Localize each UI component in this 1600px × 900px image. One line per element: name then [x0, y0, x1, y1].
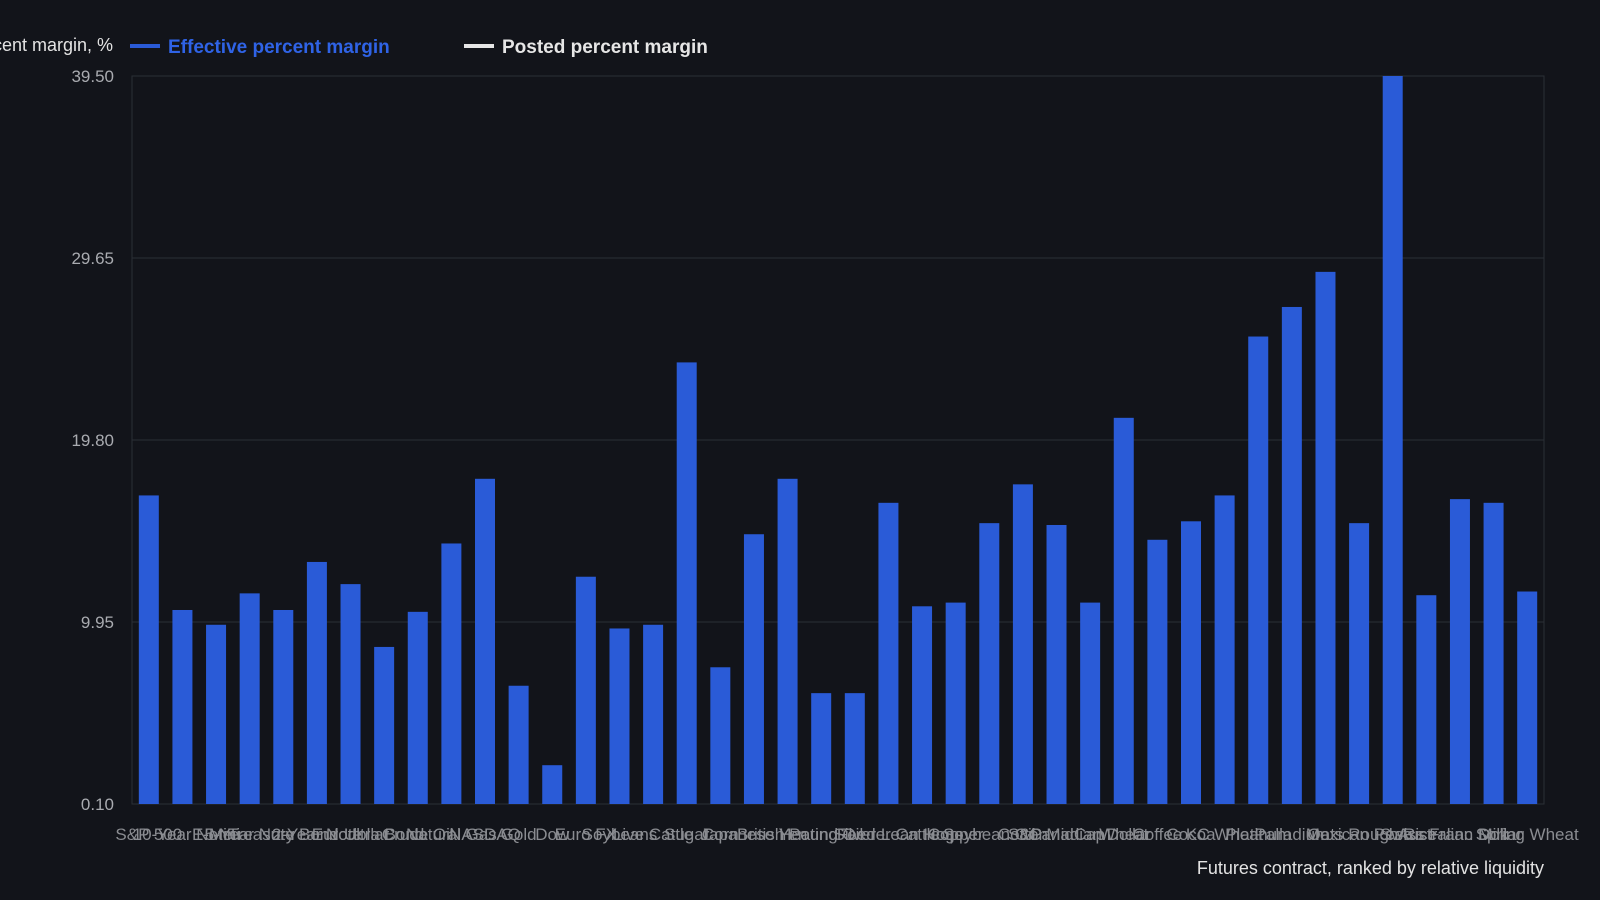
x-tick-label: Wheat: [1099, 825, 1148, 844]
bar[interactable]: [172, 609, 193, 804]
y-tick-label: 9.95: [81, 613, 114, 632]
x-tick-label: Gold: [501, 825, 537, 844]
bar[interactable]: [407, 611, 428, 804]
x-tick-label: Spring Wheat: [1476, 825, 1579, 844]
bar[interactable]: [273, 609, 294, 804]
bar[interactable]: [542, 765, 563, 804]
y-tick-label: 29.65: [71, 249, 114, 268]
x-tick-label: Sugar: [664, 825, 710, 844]
x-tick-label: Milk: [1478, 825, 1509, 844]
x-tick-label: Corn: [702, 825, 739, 844]
x-tick-label: S&P 500: [115, 825, 182, 844]
bar[interactable]: [1517, 591, 1538, 804]
bar[interactable]: [475, 478, 495, 804]
bar[interactable]: [844, 693, 865, 804]
x-axis-label: Futures contract, ranked by relative liq…: [1197, 858, 1544, 878]
x-tick-label: Mexican Peso: [1306, 825, 1413, 844]
bar[interactable]: [1416, 595, 1437, 804]
x-tick-label: Treasury Bond: [228, 825, 339, 844]
x-tick-label: S&P MidCap: [1008, 825, 1105, 844]
bar[interactable]: [676, 362, 697, 804]
bar[interactable]: [878, 502, 899, 804]
x-tick-label: Coffee: [1132, 825, 1182, 844]
bars: [138, 76, 1538, 804]
bar[interactable]: [206, 624, 227, 804]
y-axis-label: Effective percent margin, %: [0, 35, 113, 55]
x-tick-label: Live Cattle: [613, 825, 693, 844]
bar[interactable]: [1248, 336, 1269, 804]
bar[interactable]: [811, 693, 832, 804]
bar[interactable]: [945, 602, 966, 804]
y-tick-label: 39.50: [71, 67, 114, 86]
x-tick-label: Cocoa: [1166, 825, 1216, 844]
x-tick-label: Natural Gas: [406, 825, 497, 844]
legend: Effective percent margin Posted percent …: [130, 37, 708, 58]
bar[interactable]: [508, 685, 529, 804]
y-axis: 0.10 9.95 19.80 29.65 39.50: [71, 67, 114, 814]
bar[interactable]: [1449, 499, 1470, 804]
x-tick-label: Canadian Dollar: [1029, 825, 1151, 844]
bar[interactable]: [575, 576, 596, 804]
x-tick-label: Australian Dollar: [1398, 825, 1523, 844]
grid-lines: [131, 75, 1545, 805]
x-tick-label: Silver: [834, 825, 877, 844]
x-tick-label: Japanese Yen: [701, 825, 808, 844]
bar[interactable]: [710, 667, 731, 804]
bar[interactable]: [777, 478, 798, 804]
x-tick-label: 2-Year Note: [272, 825, 362, 844]
bar[interactable]: [1046, 524, 1067, 804]
x-tick-label: Rough Rice: [1348, 825, 1437, 844]
x-tick-label: Feeder Cattle: [837, 825, 940, 844]
x-tick-label: British Pound: [737, 825, 838, 844]
x-tick-label: Ultra Bond: [344, 825, 424, 844]
x-tick-label: Euro FX: [555, 825, 617, 844]
x-tick-label: NASDAQ: [449, 825, 521, 844]
bar[interactable]: [306, 561, 327, 804]
x-tick-label: Crude Oil: [382, 825, 454, 844]
bar[interactable]: [239, 593, 260, 804]
bar[interactable]: [138, 495, 159, 804]
bar[interactable]: [1012, 484, 1033, 804]
x-tick-label: Eurodollar: [312, 825, 390, 844]
x-tick-label: Soybean Oil: [943, 825, 1036, 844]
bar[interactable]: [1113, 417, 1134, 804]
y-tick-label: 0.10: [81, 795, 114, 814]
x-tick-label: Lean Hogs: [881, 825, 963, 844]
legend-label-posted[interactable]: Posted percent margin: [502, 37, 708, 58]
x-tick-label: 5-Year Note: [205, 825, 295, 844]
x-tick-label: Platinum: [1225, 825, 1291, 844]
bar[interactable]: [1214, 495, 1235, 804]
bar[interactable]: [374, 646, 395, 804]
bar[interactable]: [1181, 521, 1201, 804]
x-tick-label: Swiss Franc: [1380, 825, 1473, 844]
bar[interactable]: [643, 624, 664, 804]
x-tick-label: Copper: [928, 825, 984, 844]
bar[interactable]: [1281, 306, 1302, 804]
bar[interactable]: [912, 606, 933, 804]
bar[interactable]: [1315, 271, 1336, 804]
x-tick-label: Dow: [535, 825, 570, 844]
x-tick-label: Heating Oil: [779, 825, 863, 844]
x-tick-label: Soybeans: [582, 825, 658, 844]
bar[interactable]: [441, 543, 462, 804]
x-tick-label: KC Wheat: [1186, 825, 1264, 844]
bar[interactable]: [340, 584, 361, 804]
bar[interactable]: [609, 628, 630, 804]
x-tick-label: Cotton: [998, 825, 1048, 844]
legend-label-effective[interactable]: Effective percent margin: [168, 37, 390, 58]
x-tick-label: 10-Year Note: [133, 825, 233, 844]
bar[interactable]: [743, 534, 764, 804]
bar[interactable]: [1080, 602, 1101, 804]
x-tick-label: Palladium: [1255, 825, 1330, 844]
bar[interactable]: [979, 523, 1000, 804]
bar[interactable]: [1349, 523, 1370, 804]
bar[interactable]: [1382, 76, 1403, 804]
bar[interactable]: [1147, 539, 1168, 804]
y-tick-label: 19.80: [71, 431, 114, 450]
bar[interactable]: [1483, 502, 1504, 804]
x-tick-label: E-Mini: [192, 825, 240, 844]
x-tick-label: Oats: [1308, 825, 1344, 844]
